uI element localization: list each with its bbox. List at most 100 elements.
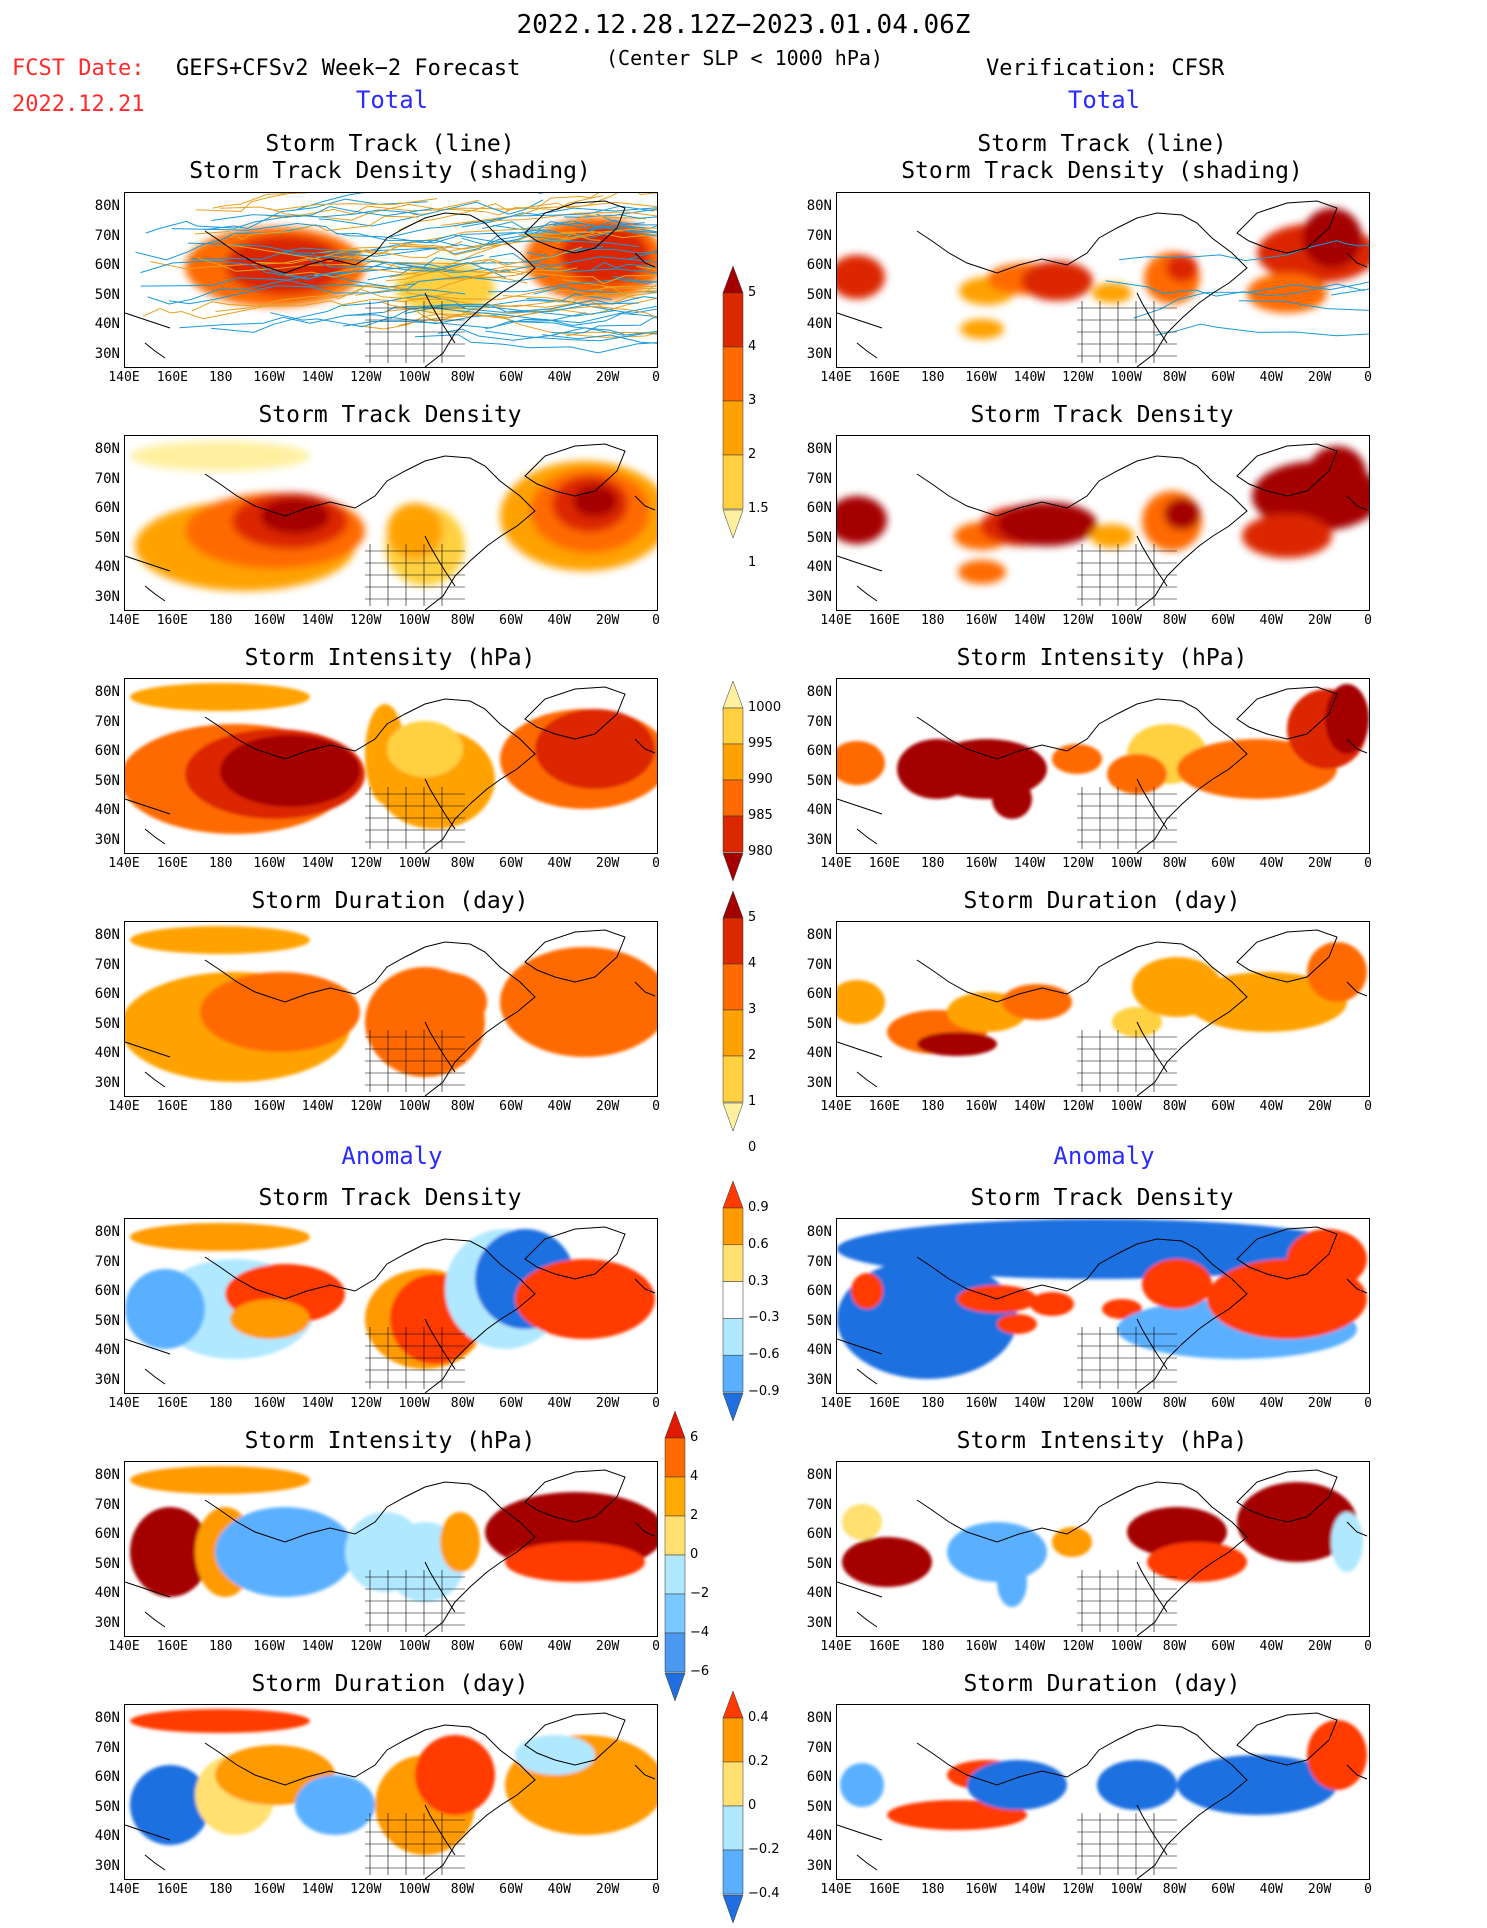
shading-region bbox=[395, 263, 495, 313]
storm-track bbox=[211, 294, 639, 333]
lon-tick-label: 120W bbox=[1062, 1099, 1094, 1114]
storm-track bbox=[492, 224, 657, 239]
map-panel bbox=[836, 1461, 1370, 1637]
lon-tick-label: 100W bbox=[1110, 1882, 1142, 1897]
coastline bbox=[144, 1368, 166, 1385]
shading-region bbox=[958, 560, 1006, 584]
lon-tick-label: 180 bbox=[920, 613, 945, 628]
state-boundaries bbox=[365, 787, 465, 849]
lon-tick-label: 180 bbox=[920, 1396, 945, 1411]
lat-tick-label: 50N bbox=[94, 1015, 120, 1032]
colorbar-tick-label: −0.9 bbox=[748, 1384, 780, 1399]
storm-track bbox=[168, 275, 548, 305]
shading-region bbox=[200, 972, 360, 1052]
lon-tick-label: 100W bbox=[1110, 613, 1142, 628]
state-boundaries bbox=[1077, 1813, 1177, 1875]
lon-tick-label: 160E bbox=[156, 370, 189, 385]
storm-track bbox=[484, 312, 657, 330]
lat-tick-label: 50N bbox=[806, 1015, 832, 1032]
lat-tick-label: 40N bbox=[94, 802, 120, 818]
shading-region bbox=[515, 1735, 595, 1775]
lon-tick-label: 40W bbox=[547, 613, 571, 628]
lon-tick-label: 60W bbox=[1211, 1396, 1235, 1411]
coastline-layer bbox=[125, 443, 656, 610]
shading-region bbox=[1092, 283, 1132, 303]
lon-tick-label: 180 bbox=[920, 1882, 945, 1897]
shading-region bbox=[1097, 1760, 1177, 1810]
shading-region bbox=[225, 235, 345, 295]
coastline bbox=[424, 292, 456, 344]
lat-tick-label: 70N bbox=[94, 470, 120, 487]
lon-tick-label: 80W bbox=[1162, 1396, 1187, 1411]
shading-region bbox=[840, 1763, 884, 1807]
lat-tick-label: 30N bbox=[806, 588, 832, 605]
colorbar-tick-label: −0.2 bbox=[748, 1842, 780, 1857]
shading-region bbox=[403, 972, 487, 1032]
colorbar-anom-density: 0.9 0.6 0.3 −0.3 −0.6 −0.9 bbox=[722, 1180, 780, 1426]
lon-tick-label: 160W bbox=[253, 1639, 285, 1654]
coastline bbox=[634, 1278, 656, 1294]
lon-tick-label: 160W bbox=[253, 370, 285, 385]
lat-tick-label: 40N bbox=[94, 316, 120, 332]
lon-tick-label: 60W bbox=[499, 1882, 523, 1897]
lat-tick-label: 30N bbox=[94, 588, 120, 605]
coastline bbox=[144, 1071, 166, 1088]
lat-tick-label: 50N bbox=[806, 1555, 832, 1572]
shading-region bbox=[130, 926, 310, 954]
shading-region bbox=[887, 1800, 1027, 1830]
storm-track bbox=[142, 292, 456, 320]
storm-track bbox=[553, 222, 657, 234]
map-panel bbox=[124, 435, 658, 611]
lon-tick-label: 40W bbox=[1259, 370, 1283, 385]
lat-tick-label: 50N bbox=[806, 1798, 832, 1815]
colorbar-tick-label: 0.6 bbox=[748, 1236, 769, 1252]
colorbar-tick-label: 5 bbox=[748, 910, 757, 925]
lat-tick-label: 60N bbox=[806, 743, 832, 759]
lat-tick-label: 70N bbox=[806, 1253, 832, 1270]
title-anom-density-left: Storm Track Density bbox=[258, 1185, 522, 1211]
lat-tick-label: 70N bbox=[94, 956, 120, 973]
shading-region bbox=[125, 1269, 205, 1349]
coastline bbox=[837, 1041, 883, 1058]
colorbar-swatch bbox=[664, 1593, 686, 1634]
storm-track bbox=[196, 193, 294, 213]
coastline bbox=[524, 1226, 626, 1280]
shading-region bbox=[295, 1775, 375, 1835]
colorbar-swatch bbox=[664, 1632, 686, 1673]
lon-tick-label: 160W bbox=[965, 613, 997, 628]
lon-tick-label: 60W bbox=[499, 613, 523, 628]
colorbar-swatch bbox=[722, 1281, 744, 1319]
shading-region bbox=[837, 496, 887, 544]
lon-tick-label: 180 bbox=[208, 370, 233, 385]
shading-region bbox=[997, 502, 1097, 546]
main-title: 2022.12.28.12Z−2023.01.04.06Z bbox=[516, 10, 971, 40]
title-anom-duration-left: Storm Duration (day) bbox=[251, 1671, 529, 1697]
shading-region bbox=[997, 1314, 1037, 1334]
lon-tick-label: 160E bbox=[868, 1099, 901, 1114]
lon-tick-label: 0 bbox=[652, 613, 660, 628]
storm-track-lines bbox=[135, 193, 657, 354]
storm-track bbox=[1105, 280, 1365, 297]
colorbar-tick-label: 1.5 bbox=[748, 501, 769, 516]
lat-tick-label: 40N bbox=[806, 1045, 832, 1061]
colorbar-swatch bbox=[722, 454, 744, 510]
shading-region bbox=[130, 1223, 310, 1251]
title-intensity-left: Storm Intensity (hPa) bbox=[244, 645, 536, 671]
lon-tick-label: 180 bbox=[208, 1882, 233, 1897]
lon-tick-label: 40W bbox=[547, 1396, 571, 1411]
shading-region bbox=[130, 441, 310, 471]
lat-tick-label: 70N bbox=[94, 1253, 120, 1270]
lon-tick-label: 60W bbox=[499, 1639, 523, 1654]
coastline bbox=[856, 1071, 878, 1088]
lon-tick-label: 0 bbox=[1364, 1639, 1372, 1654]
lon-tick-label: 140W bbox=[301, 1639, 334, 1654]
storm-track bbox=[438, 307, 657, 338]
lon-tick-label: 160E bbox=[156, 1639, 189, 1654]
colorbar-tick-label: −0.6 bbox=[748, 1347, 780, 1363]
map-panel bbox=[836, 1704, 1370, 1880]
storm-track bbox=[398, 201, 657, 232]
lat-tick-label: 80N bbox=[806, 927, 832, 943]
lon-tick-label: 140W bbox=[301, 370, 334, 385]
shading-region bbox=[440, 1512, 480, 1572]
colorbar-duration: 5 4 3 2 1 0 bbox=[722, 890, 756, 1155]
